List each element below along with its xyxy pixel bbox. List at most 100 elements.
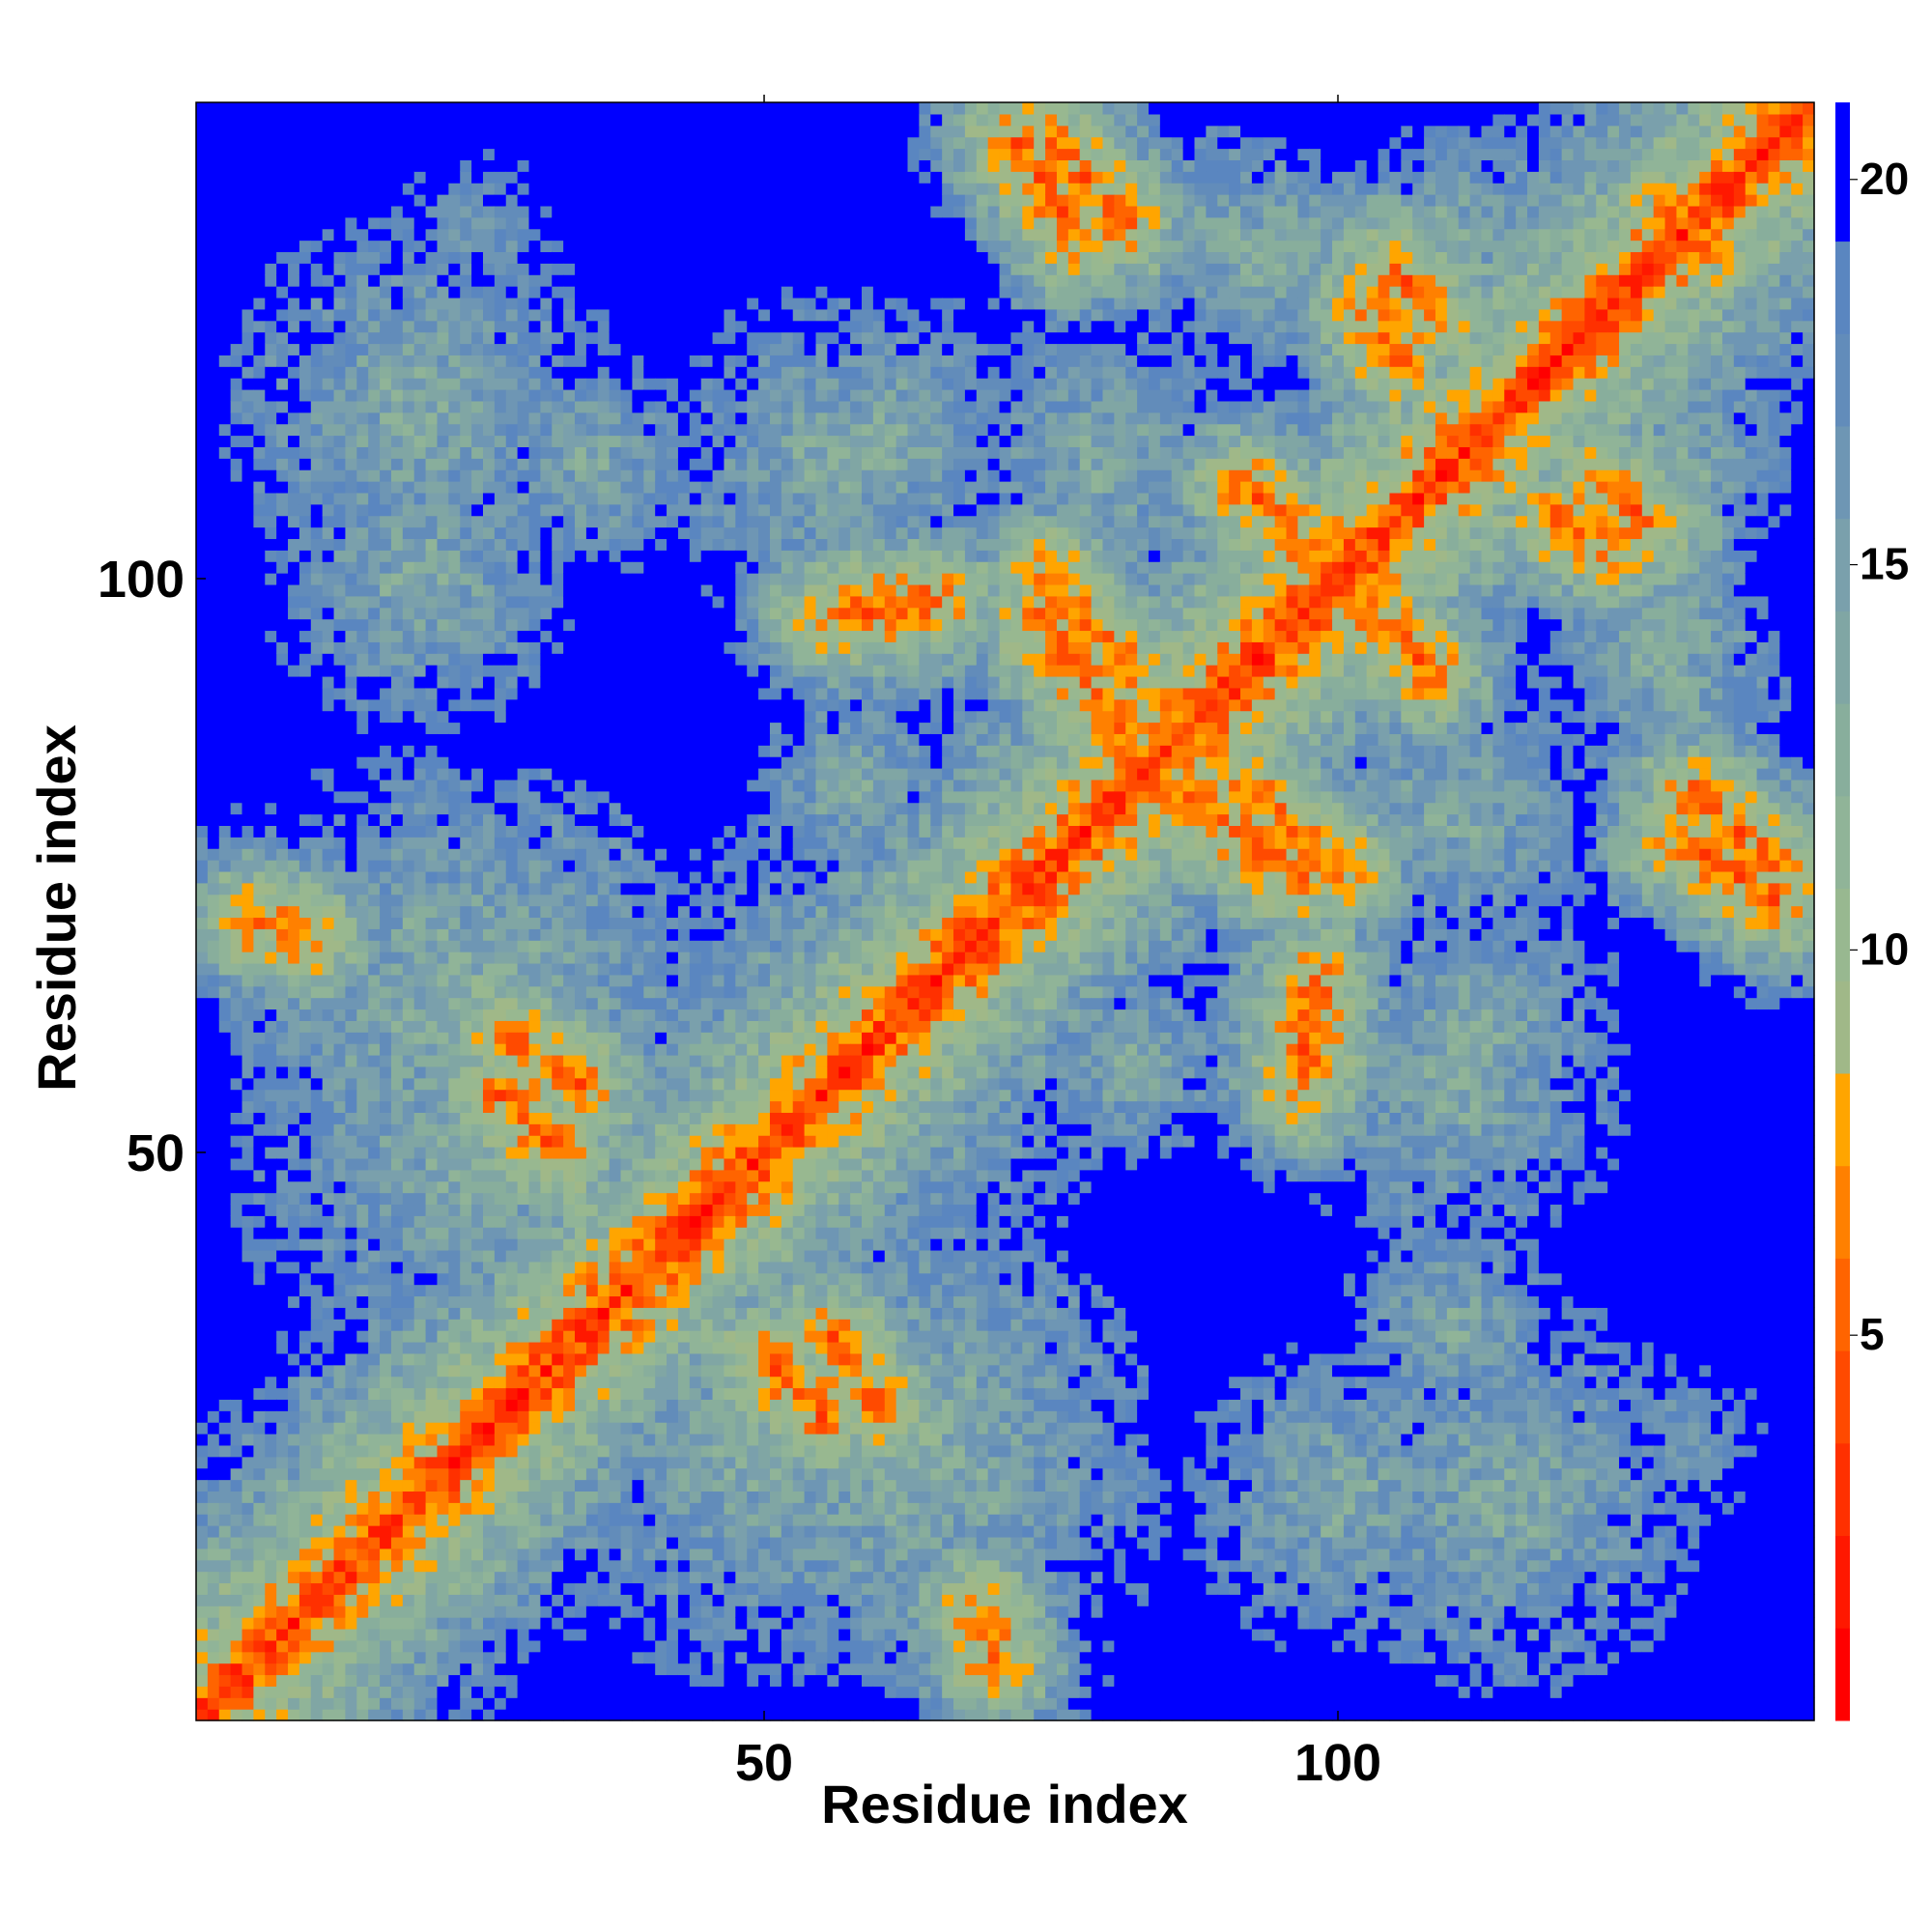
heatmap-cell [495,1204,506,1215]
heatmap-cell [540,378,552,389]
heatmap-cell [586,928,598,940]
heatmap-cell [356,1697,368,1709]
heatmap-cell [506,848,518,860]
heatmap-cell [529,550,541,561]
heatmap-cell [460,1032,471,1043]
heatmap-cell [276,998,288,1009]
heatmap-cell [288,412,299,424]
heatmap-cell [391,1640,403,1652]
heatmap-cell [334,1112,346,1123]
heatmap-cell [529,137,541,149]
heatmap-cell [586,458,598,469]
heatmap-cell [518,401,529,412]
heatmap-cell [253,1193,265,1205]
heatmap-cell [540,1640,552,1652]
heatmap-cell [483,860,495,871]
heatmap-cell [368,596,380,608]
heatmap-cell [403,1227,414,1238]
heatmap-cell [242,527,254,539]
heatmap-cell [414,1147,426,1158]
heatmap-cell [437,321,448,332]
heatmap-cell [380,630,391,641]
heatmap-cell [334,871,346,883]
heatmap-cell [380,1480,391,1492]
heatmap-cell [208,424,219,436]
heatmap-cell [552,1422,563,1434]
heatmap-cell [563,1020,575,1032]
heatmap-cell [586,424,598,436]
heatmap-cell [529,1502,541,1514]
heatmap-cell [231,630,242,641]
heatmap-cell [299,1582,311,1594]
heatmap-cell [242,665,254,676]
heatmap-cell [368,1078,380,1090]
heatmap-cell [437,803,448,814]
heatmap-cell [299,1709,311,1720]
heatmap-cell [299,1078,311,1090]
heatmap-cell [460,653,471,665]
heatmap-cell [356,803,368,814]
heatmap-cell [437,1410,448,1422]
heatmap-cell [368,1410,380,1422]
heatmap-cell [495,1273,506,1285]
heatmap-cell [288,791,299,803]
heatmap-cell [391,1009,403,1020]
heatmap-cell [437,699,448,711]
heatmap-cell [540,1009,552,1020]
heatmap-cell [437,458,448,469]
heatmap-cell [253,699,265,711]
heatmap-cell [368,1457,380,1468]
heatmap-cell [380,1112,391,1123]
heatmap-cell [299,1445,311,1457]
heatmap-cell [323,1422,334,1434]
heatmap-cell [552,1020,563,1032]
heatmap-cell [242,1170,254,1181]
heatmap-cell [414,1410,426,1422]
heatmap-cell [471,1342,483,1353]
heatmap-cell [483,608,495,619]
heatmap-cell [196,619,208,631]
heatmap-cell [426,171,438,183]
heatmap-cell [414,355,426,366]
heatmap-cell [345,229,356,241]
heatmap-cell [368,688,380,699]
heatmap-cell [529,1422,541,1434]
heatmap-cell [540,366,552,378]
heatmap-cell [380,1227,391,1238]
heatmap-cell [586,1388,598,1400]
heatmap-cell [299,469,311,481]
heatmap-cell [403,1170,414,1181]
heatmap-cell [391,596,403,608]
heatmap-cell [391,1525,403,1537]
heatmap-cell [323,1525,334,1537]
heatmap-cell [506,1123,518,1135]
heatmap-cell [345,791,356,803]
heatmap-cell [471,963,483,975]
heatmap-cell [552,229,563,241]
heatmap-cell [208,1285,219,1296]
heatmap-cell [426,722,438,733]
heatmap-cell [242,1445,254,1457]
heatmap-cell [483,1123,495,1135]
heatmap-cell [345,745,356,756]
heatmap-cell [265,1307,276,1319]
heatmap-cell [437,1377,448,1388]
heatmap-cell [323,1020,334,1032]
heatmap-cell [403,1663,414,1675]
heatmap-cell [471,1525,483,1537]
heatmap-cell [575,768,586,780]
heatmap-cell [356,309,368,321]
heatmap-cell [575,504,586,516]
heatmap-cell [448,619,460,631]
heatmap-cell [529,1640,541,1652]
heatmap-cell [334,298,346,309]
heatmap-cell [598,1572,610,1583]
heatmap-cell [540,1123,552,1135]
heatmap-cell [426,137,438,149]
heatmap-cell [276,206,288,217]
heatmap-cell [598,1377,610,1388]
heatmap-cell [334,469,346,481]
heatmap-cell [242,263,254,274]
heatmap-cell [586,355,598,366]
heatmap-cell [219,424,231,436]
